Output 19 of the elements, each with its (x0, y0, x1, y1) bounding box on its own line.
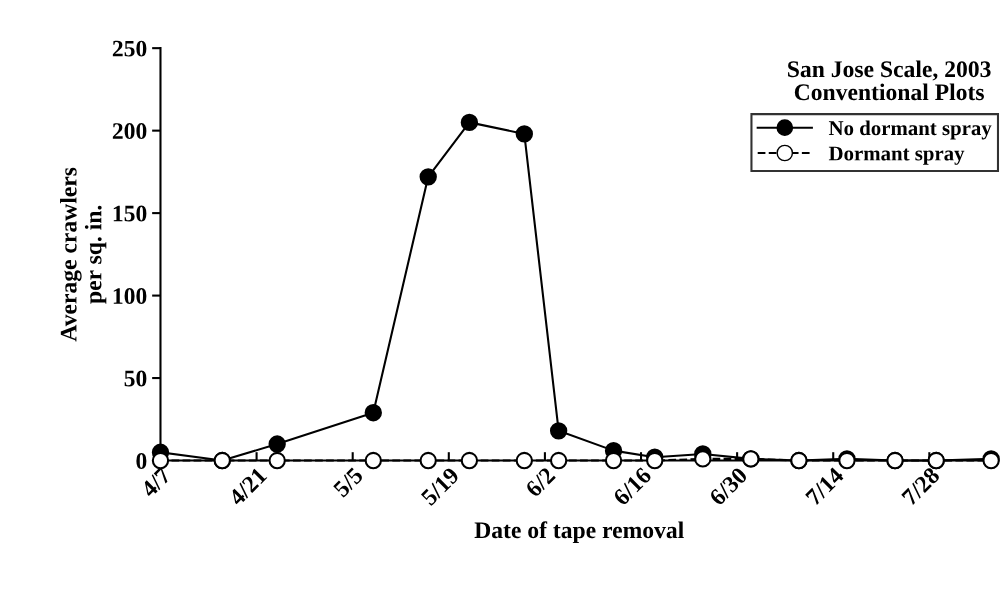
x-tick-label: 5/19 (420, 466, 460, 507)
legend-label: Dormant spray (828, 146, 965, 165)
y-tick-label: 200 (112, 123, 147, 140)
y-tick-label: 250 (112, 40, 147, 57)
x-tick-label: 4/21 (227, 466, 268, 507)
text: San Jose Scale, 2003 Conventional Plots (788, 60, 991, 101)
x-tick-label: 7/28 (901, 466, 941, 506)
x-axis-title: Date of tape removal (474, 521, 684, 543)
x-tick-label: 7/14 (805, 466, 845, 506)
x-tick-label: 6/30 (708, 466, 749, 507)
y-axis-title: Average crawlers per sq. in. (60, 167, 107, 342)
x-tick-label: 6/16 (612, 466, 653, 507)
y-tick-label: 150 (113, 205, 147, 222)
x-tick-label: 6/2 (524, 466, 556, 498)
y-tick-label: 100 (113, 288, 147, 305)
legend-label: No dormant spray (828, 120, 992, 140)
x-tick-label: 5/5 (332, 466, 364, 498)
y-tick-label: 50 (124, 370, 147, 387)
y-tick-label: 0 (136, 453, 147, 469)
